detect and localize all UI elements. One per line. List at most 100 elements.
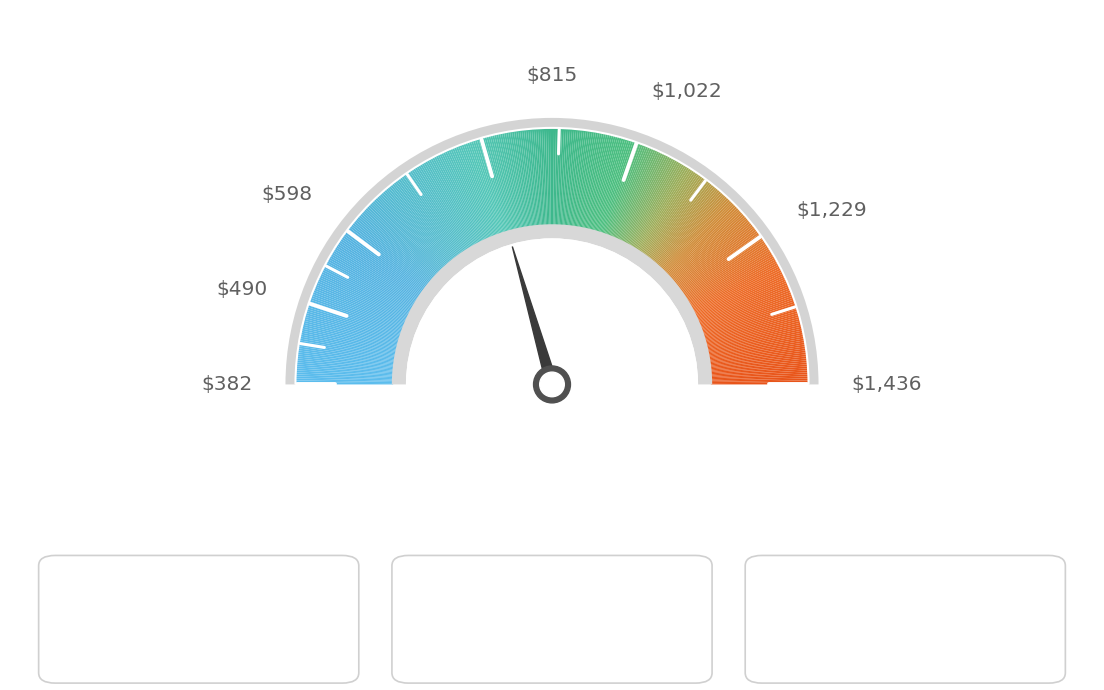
Wedge shape xyxy=(337,244,420,298)
Wedge shape xyxy=(304,319,399,345)
Wedge shape xyxy=(647,179,708,258)
Wedge shape xyxy=(295,127,809,384)
Wedge shape xyxy=(311,294,403,329)
Wedge shape xyxy=(308,304,401,335)
Wedge shape xyxy=(478,138,508,233)
Wedge shape xyxy=(477,139,507,233)
Wedge shape xyxy=(645,176,702,256)
Wedge shape xyxy=(595,138,624,232)
Text: $1,229: $1,229 xyxy=(797,201,868,220)
Wedge shape xyxy=(312,290,404,327)
Wedge shape xyxy=(656,191,722,265)
Wedge shape xyxy=(428,159,477,245)
Wedge shape xyxy=(559,128,564,226)
Wedge shape xyxy=(314,288,405,326)
Wedge shape xyxy=(608,145,645,236)
Text: ($382): ($382) xyxy=(169,634,229,652)
Wedge shape xyxy=(544,128,549,226)
Wedge shape xyxy=(306,313,400,342)
Wedge shape xyxy=(692,263,778,310)
Wedge shape xyxy=(346,230,425,290)
Wedge shape xyxy=(354,219,431,283)
Wedge shape xyxy=(639,170,694,253)
Wedge shape xyxy=(672,217,747,282)
Wedge shape xyxy=(654,187,716,263)
Wedge shape xyxy=(534,128,542,226)
Wedge shape xyxy=(487,136,512,231)
Wedge shape xyxy=(693,266,781,313)
Wedge shape xyxy=(659,195,726,268)
Wedge shape xyxy=(530,129,540,226)
Wedge shape xyxy=(538,128,544,226)
Wedge shape xyxy=(458,146,495,237)
Wedge shape xyxy=(676,224,753,286)
Wedge shape xyxy=(323,266,411,313)
Wedge shape xyxy=(641,172,698,254)
Wedge shape xyxy=(626,158,673,244)
Wedge shape xyxy=(445,151,487,240)
Wedge shape xyxy=(488,136,513,230)
Wedge shape xyxy=(624,156,670,244)
Wedge shape xyxy=(482,137,510,232)
Wedge shape xyxy=(573,130,588,227)
Wedge shape xyxy=(711,373,808,378)
Wedge shape xyxy=(316,283,406,322)
Wedge shape xyxy=(335,247,417,300)
Wedge shape xyxy=(344,232,424,291)
Wedge shape xyxy=(711,371,808,377)
Wedge shape xyxy=(707,323,802,347)
Wedge shape xyxy=(698,281,787,322)
Wedge shape xyxy=(305,315,399,342)
Wedge shape xyxy=(360,213,434,279)
Wedge shape xyxy=(686,246,768,299)
Wedge shape xyxy=(304,321,399,346)
Wedge shape xyxy=(502,132,522,228)
Wedge shape xyxy=(691,259,776,308)
Wedge shape xyxy=(331,253,416,304)
Wedge shape xyxy=(697,279,786,320)
Wedge shape xyxy=(389,186,452,262)
Wedge shape xyxy=(297,360,394,371)
Wedge shape xyxy=(655,190,720,264)
Wedge shape xyxy=(408,171,464,253)
Wedge shape xyxy=(427,160,476,246)
Wedge shape xyxy=(709,344,806,361)
Wedge shape xyxy=(298,348,395,363)
Wedge shape xyxy=(467,142,500,235)
Wedge shape xyxy=(297,356,394,368)
Wedge shape xyxy=(516,130,531,227)
Wedge shape xyxy=(353,221,429,284)
Wedge shape xyxy=(446,150,488,239)
Wedge shape xyxy=(332,250,416,302)
Wedge shape xyxy=(580,132,598,228)
Wedge shape xyxy=(406,172,463,254)
Wedge shape xyxy=(322,270,410,315)
Wedge shape xyxy=(296,373,393,378)
Wedge shape xyxy=(688,253,773,304)
Wedge shape xyxy=(558,128,562,226)
Wedge shape xyxy=(552,128,554,226)
Wedge shape xyxy=(596,138,626,233)
Wedge shape xyxy=(392,224,712,384)
Wedge shape xyxy=(367,206,438,275)
Wedge shape xyxy=(296,382,393,384)
Text: ($1,436): ($1,436) xyxy=(867,634,944,652)
Wedge shape xyxy=(710,354,807,367)
Wedge shape xyxy=(413,168,467,251)
Wedge shape xyxy=(300,337,396,356)
Wedge shape xyxy=(708,335,804,355)
Wedge shape xyxy=(434,156,480,244)
Wedge shape xyxy=(465,143,499,235)
Wedge shape xyxy=(634,165,686,249)
Wedge shape xyxy=(669,210,742,277)
Wedge shape xyxy=(699,284,788,324)
Wedge shape xyxy=(577,131,594,228)
Wedge shape xyxy=(599,140,631,233)
Wedge shape xyxy=(652,186,715,262)
Wedge shape xyxy=(707,328,803,351)
Wedge shape xyxy=(680,232,760,291)
Wedge shape xyxy=(301,328,397,351)
Wedge shape xyxy=(415,167,468,250)
Wedge shape xyxy=(677,226,754,287)
Wedge shape xyxy=(376,196,444,268)
